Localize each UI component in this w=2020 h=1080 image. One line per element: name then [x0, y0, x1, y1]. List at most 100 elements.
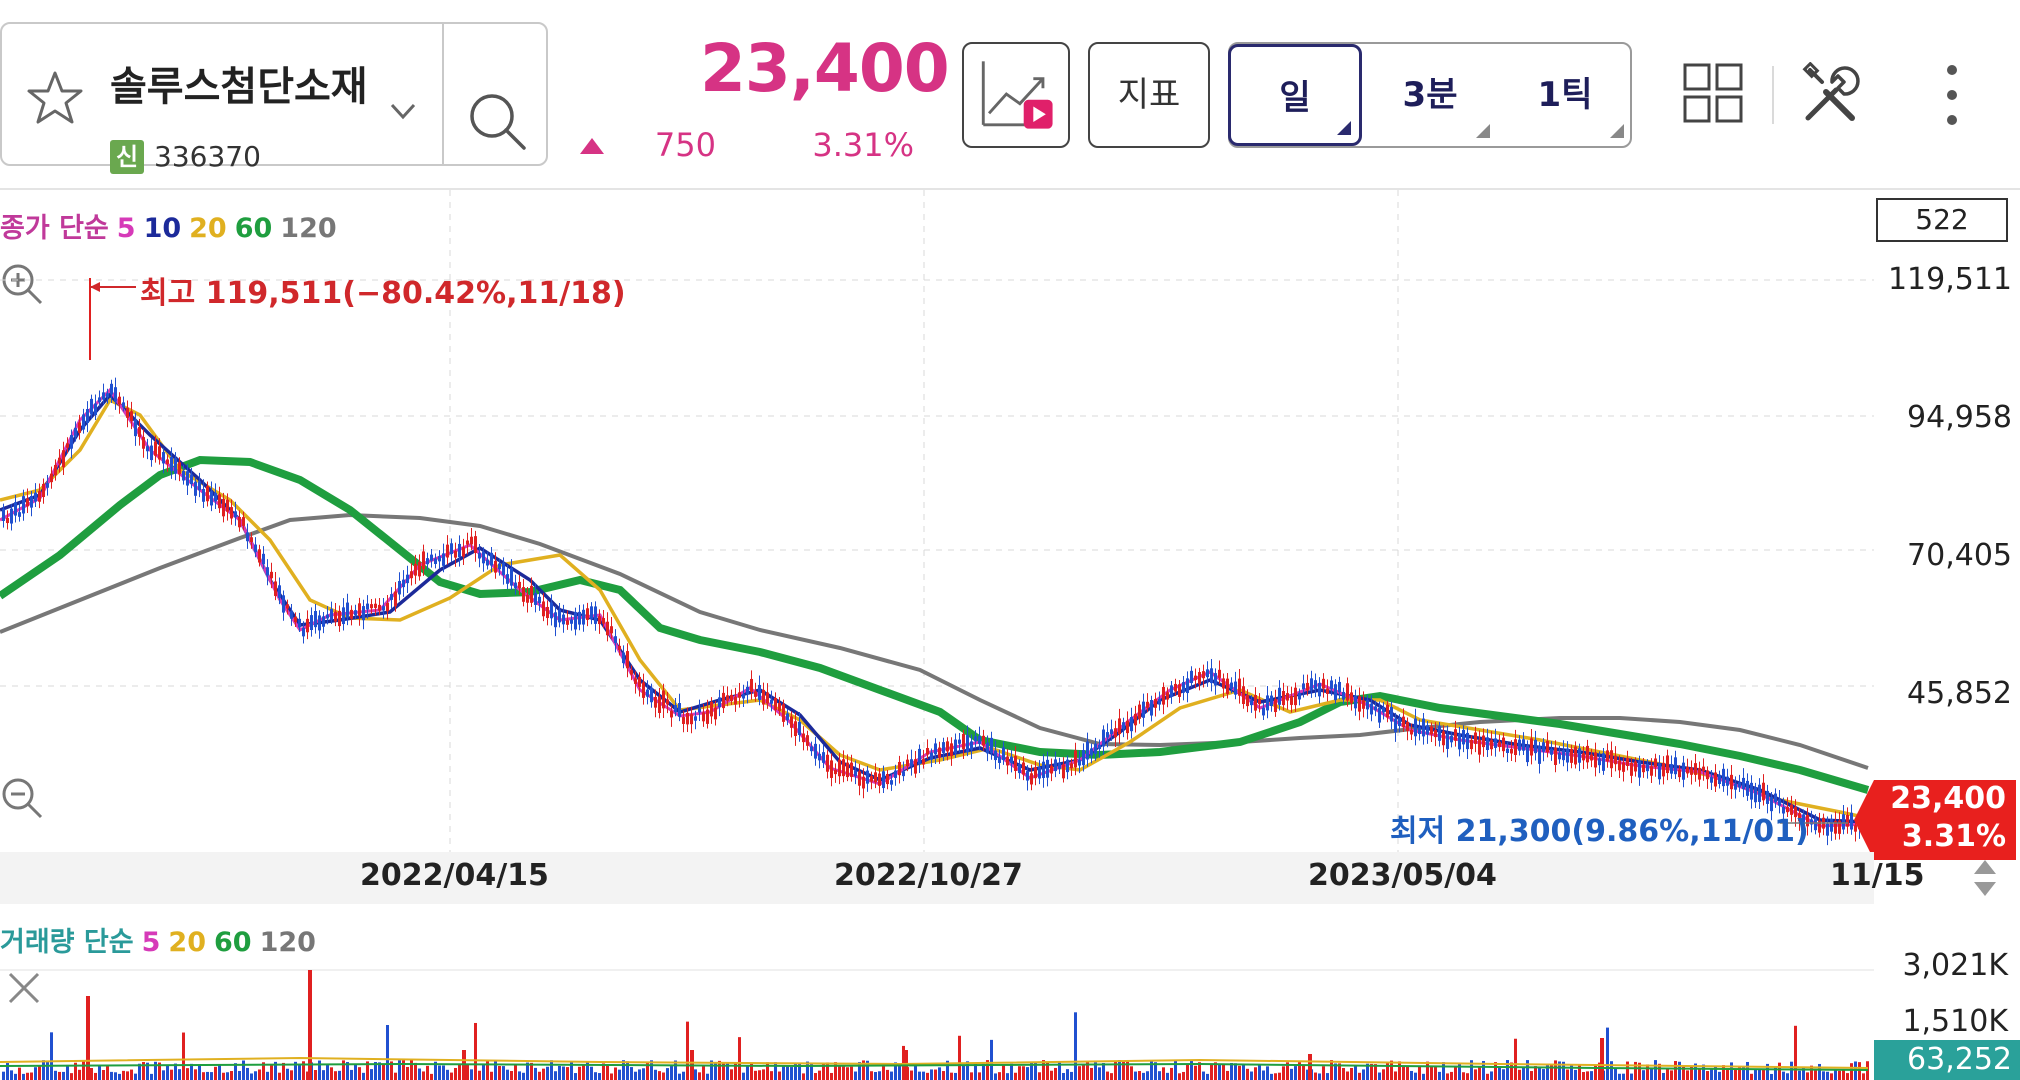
- volume-bar: [1366, 1063, 1369, 1080]
- candle: [854, 770, 857, 777]
- volume-bar: [1594, 1065, 1597, 1080]
- candle: [1754, 787, 1757, 803]
- volume-bar: [1506, 1060, 1509, 1080]
- candle: [1246, 695, 1249, 707]
- volume-bar: [598, 1073, 601, 1080]
- volume-bar: [1362, 1069, 1365, 1080]
- scroll-updown-icon[interactable]: [1970, 856, 2000, 900]
- volume-bar: [34, 1067, 37, 1080]
- chart-play-button[interactable]: [962, 42, 1070, 148]
- candle: [38, 491, 41, 502]
- volume-bar: [1118, 1060, 1121, 1080]
- volume-bar: [498, 1065, 501, 1080]
- volume-bar: [1790, 1061, 1793, 1080]
- volume-bar: [910, 1070, 913, 1080]
- candle: [1334, 684, 1337, 701]
- tools-icon[interactable]: [1800, 62, 1864, 126]
- volume-bar: [454, 1067, 457, 1080]
- candle: [574, 612, 577, 630]
- volume-bar: [54, 1070, 57, 1080]
- candle: [1830, 818, 1833, 832]
- candle: [982, 735, 985, 746]
- candle: [130, 411, 133, 422]
- candle: [546, 606, 549, 619]
- volume-bar: [326, 1065, 329, 1080]
- candle: [210, 491, 213, 506]
- chevron-down-icon[interactable]: [388, 96, 418, 126]
- stock-name[interactable]: 솔루스첨단소재: [110, 64, 368, 110]
- candle: [638, 676, 641, 687]
- volume-bar: [858, 1062, 861, 1080]
- volume-legend-label: 거래량 단순: [0, 927, 134, 958]
- volume-bar: [950, 1072, 953, 1080]
- candle: [150, 445, 153, 461]
- volume-bar: [642, 1068, 645, 1080]
- volume-bar: [330, 1067, 333, 1080]
- volume-bar: [1134, 1071, 1137, 1080]
- volume-bar: [1706, 1071, 1709, 1080]
- volume-bar: [838, 1066, 841, 1080]
- volume-bar: [1826, 1071, 1829, 1080]
- volume-bar: [1514, 1038, 1517, 1080]
- volume-spike: [1600, 1038, 1604, 1080]
- candle: [402, 579, 405, 588]
- candle: [174, 458, 177, 474]
- ma60-line: [0, 455, 1870, 794]
- volume-legend: 거래량 단순 5 20 60 120: [0, 920, 324, 959]
- candle: [930, 752, 933, 760]
- candle: [1054, 759, 1057, 772]
- more-vertical-icon[interactable]: [1940, 62, 1964, 128]
- candle: [1662, 762, 1665, 777]
- candle: [1374, 706, 1377, 711]
- volume-bar: [378, 1062, 381, 1080]
- volume-bar: [370, 1069, 373, 1080]
- candle: [474, 536, 477, 553]
- candle: [1326, 688, 1329, 694]
- volume-bar: [870, 1071, 873, 1080]
- period-day[interactable]: 일: [1228, 44, 1362, 146]
- volume-bar: [774, 1062, 777, 1080]
- candle: [282, 595, 285, 613]
- candle: [626, 651, 629, 669]
- volume-bar: [1350, 1068, 1353, 1080]
- candle: [1738, 782, 1741, 788]
- zoom-out-icon[interactable]: [0, 776, 44, 820]
- volume-bar: [1010, 1063, 1013, 1080]
- candle-count-box[interactable]: 522: [1876, 198, 2008, 242]
- volume-bar: [334, 1071, 337, 1080]
- volume-bar: [30, 1072, 33, 1080]
- volume-bar: [618, 1069, 621, 1080]
- volume-bar: [10, 1070, 13, 1080]
- period-1tick[interactable]: 1틱: [1498, 44, 1632, 146]
- volume-bar: [222, 1072, 225, 1080]
- volume-bar: [1326, 1073, 1329, 1080]
- candle: [1342, 691, 1345, 700]
- period-3min[interactable]: 3분: [1362, 44, 1498, 146]
- volume-bar: [778, 1071, 781, 1080]
- volume-bar: [554, 1071, 557, 1080]
- indicator-button[interactable]: 지표: [1088, 42, 1210, 148]
- candle: [1442, 731, 1445, 746]
- grid-layout-icon[interactable]: [1682, 62, 1744, 124]
- candle: [594, 606, 597, 624]
- volume-bar: [1834, 1070, 1837, 1080]
- volume-bar: [66, 1064, 69, 1080]
- volume-bar: [470, 1069, 473, 1080]
- price-chart-canvas[interactable]: [0, 190, 1874, 852]
- candle: [658, 696, 661, 713]
- candle: [1742, 777, 1745, 790]
- search-icon[interactable]: [464, 88, 532, 156]
- candle: [558, 609, 561, 623]
- volume-bar: [150, 1073, 153, 1080]
- star-icon[interactable]: [24, 68, 86, 130]
- candle: [1498, 741, 1501, 748]
- volume-bar: [126, 1071, 129, 1080]
- stock-selector[interactable]: 솔루스첨단소재 신 336370: [0, 22, 548, 174]
- volume-bar: [1318, 1073, 1321, 1080]
- candle: [1614, 755, 1617, 765]
- candle: [918, 748, 921, 765]
- close-icon[interactable]: [4, 968, 44, 1008]
- volume-chart-canvas[interactable]: [0, 940, 1874, 1080]
- legend-vol-ma60: 60: [213, 927, 252, 958]
- volume-bar: [438, 1065, 441, 1080]
